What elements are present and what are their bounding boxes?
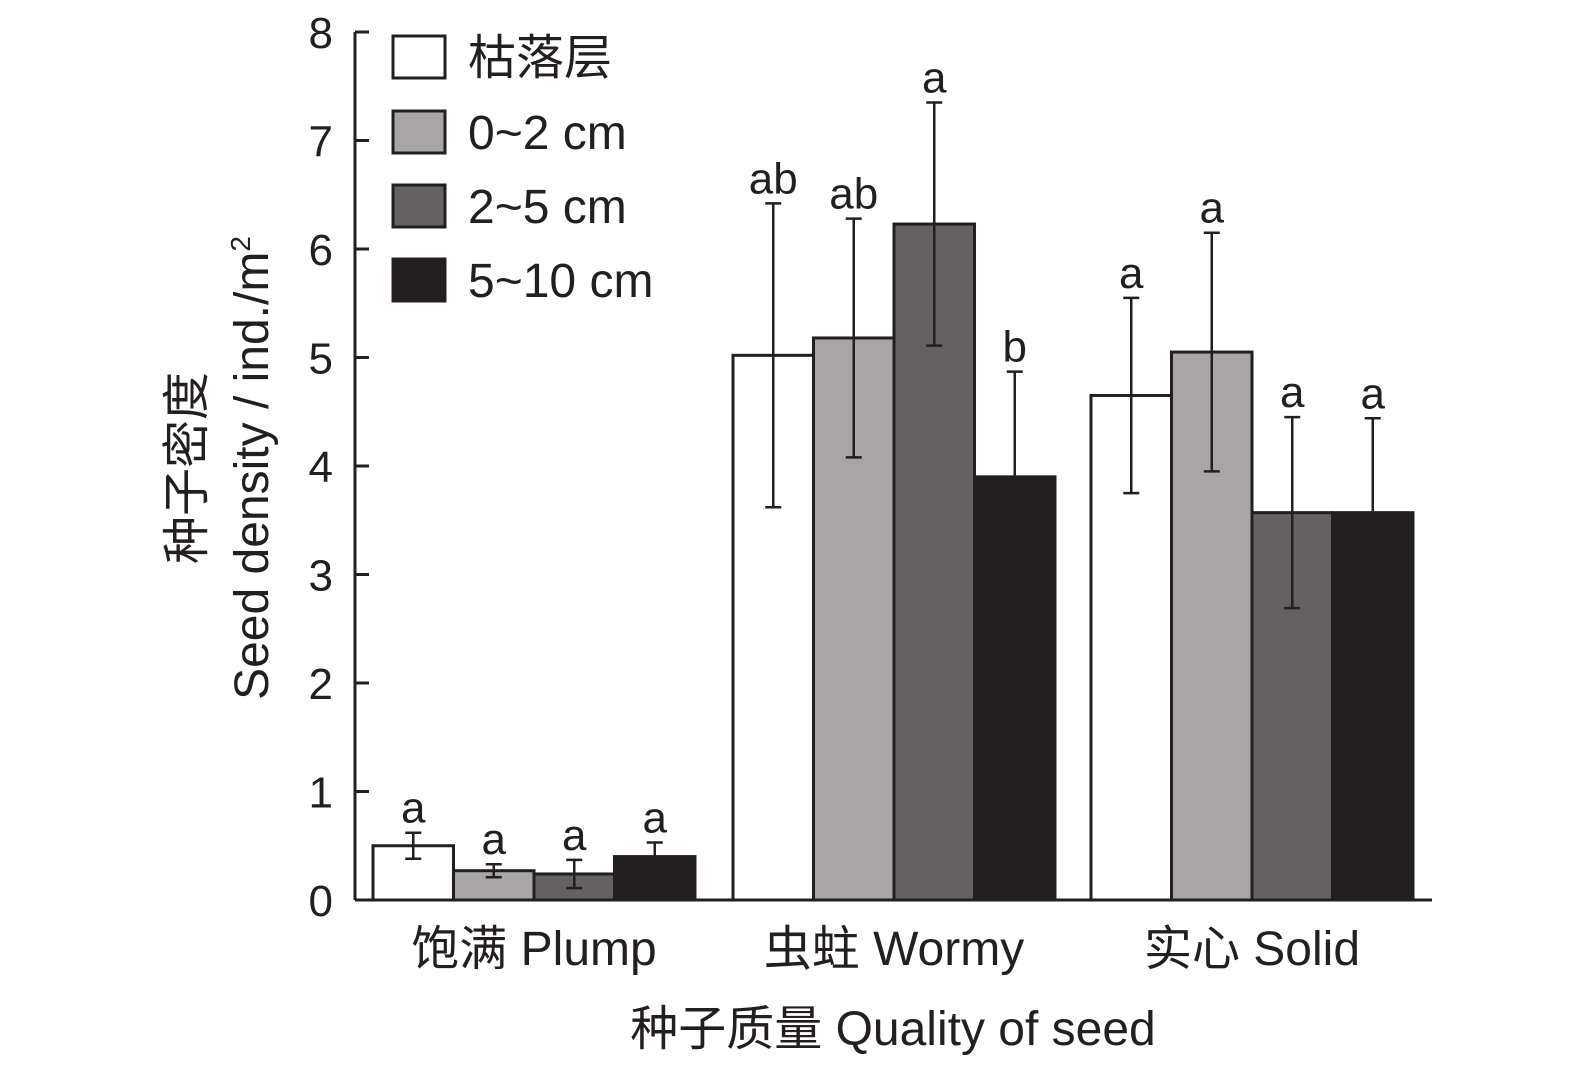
y-tick-label: 5 bbox=[309, 335, 333, 384]
y-axis-title-superscript: 2 bbox=[225, 236, 256, 252]
bar bbox=[613, 855, 697, 902]
significance-label: b bbox=[1003, 323, 1027, 372]
y-axis-title-zh: 种子密度 bbox=[161, 372, 214, 564]
y-tick-label: 1 bbox=[309, 769, 333, 818]
legend-label: 0~2 cm bbox=[468, 107, 627, 160]
significance-label: a bbox=[562, 811, 587, 860]
y-tick-label: 6 bbox=[309, 226, 333, 275]
significance-label: a bbox=[643, 793, 668, 842]
legend-label: 5~10 cm bbox=[468, 255, 653, 308]
legend-swatch bbox=[391, 183, 447, 229]
significance-label: a bbox=[1361, 369, 1386, 418]
significance-label: a bbox=[482, 815, 507, 864]
y-tick-label: 7 bbox=[309, 118, 333, 167]
x-axis-title: 种子质量 Quality of seed bbox=[630, 1003, 1156, 1056]
bar bbox=[731, 353, 815, 902]
x-category-label: 虫蛀 Wormy bbox=[764, 923, 1024, 976]
legend-label: 枯落层 bbox=[468, 32, 612, 85]
y-tick-label: 8 bbox=[309, 9, 333, 58]
legend-label: 2~5 cm bbox=[468, 181, 627, 234]
legend-swatch bbox=[391, 257, 447, 303]
x-category-label: 饱满 Plump bbox=[411, 923, 656, 976]
bar bbox=[1250, 511, 1334, 902]
significance-label: a bbox=[922, 54, 947, 103]
significance-label: a bbox=[401, 784, 426, 833]
y-tick-label: 3 bbox=[309, 552, 333, 601]
y-tick-label: 0 bbox=[309, 877, 333, 926]
y-tick-label: 4 bbox=[309, 443, 333, 492]
significance-label: ab bbox=[829, 170, 878, 219]
significance-label: a bbox=[1280, 368, 1305, 417]
legend: 枯落层 0~2 cm 2~5 cm 5~10 cm bbox=[391, 32, 653, 308]
bars bbox=[371, 101, 1415, 902]
y-tick-label: 2 bbox=[309, 660, 333, 709]
y-axis-title: Seed density / ind./m2 bbox=[225, 236, 279, 700]
significance-label: a bbox=[1200, 184, 1225, 233]
x-category-label: 实心 Solid bbox=[1144, 923, 1360, 976]
significance-label: a bbox=[1119, 249, 1144, 298]
y-axis-title-text: Seed density / ind./m bbox=[226, 252, 279, 700]
legend-swatch bbox=[391, 34, 447, 80]
significance-label: ab bbox=[749, 154, 798, 203]
legend-swatch bbox=[391, 109, 447, 155]
